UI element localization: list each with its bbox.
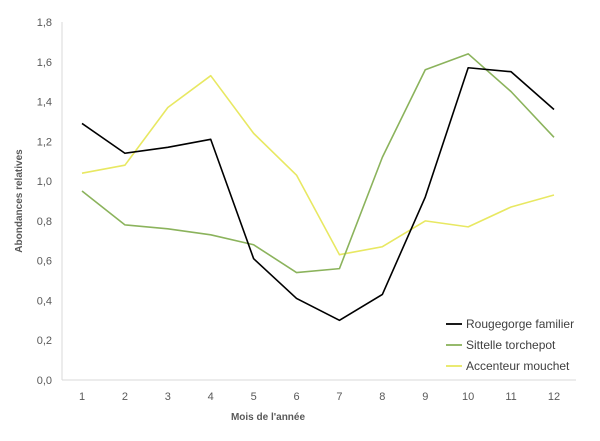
series-line	[81, 66, 555, 322]
legend-label: Rougegorge familier	[466, 317, 574, 331]
x-tick-label: 5	[251, 391, 257, 403]
series-line	[81, 53, 555, 274]
y-tick-label: 1,2	[37, 136, 52, 148]
legend: Rougegorge familier Sittelle torchepot Acc…	[446, 317, 574, 373]
x-tick-labels: 1 2 3 4 5 6 7 8 9 10 11 12	[79, 391, 560, 403]
x-tick-label: 10	[462, 391, 474, 403]
y-tick-label: 0,6	[37, 256, 52, 268]
x-tick-label: 12	[548, 391, 560, 403]
x-tick-label: 3	[165, 391, 171, 403]
y-tick-label: 1,6	[37, 57, 52, 69]
legend-label: Sittelle torchepot	[466, 338, 556, 352]
y-tick-label: 0,0	[37, 375, 52, 387]
x-tick-label: 7	[336, 391, 342, 403]
y-tick-label: 0,4	[37, 295, 52, 307]
x-tick-label: 6	[293, 391, 299, 403]
legend-label: Accenteur mouchet	[466, 359, 570, 373]
x-tick-label: 8	[379, 391, 385, 403]
x-tick-label: 9	[422, 391, 428, 403]
series-lines	[81, 53, 555, 322]
y-tick-labels: 0,0 0,2 0,4 0,6 0,8 1,0 1,2 1,4 1,6 1,8	[37, 17, 52, 387]
x-tick-label: 1	[79, 391, 85, 403]
series-line	[81, 74, 555, 256]
x-tick-label: 4	[208, 391, 214, 403]
y-axis-title: Abondances relatives	[14, 149, 25, 253]
x-axis-title: Mois de l'année	[231, 412, 306, 423]
axes	[61, 22, 576, 381]
y-tick-label: 0,2	[37, 335, 52, 347]
y-tick-label: 1,0	[37, 176, 52, 188]
x-tick-label: 11	[505, 391, 516, 403]
y-tick-label: 1,4	[37, 97, 52, 109]
x-tick-label: 2	[122, 391, 128, 403]
y-tick-label: 0,8	[37, 216, 52, 228]
y-tick-label: 1,8	[37, 17, 52, 29]
